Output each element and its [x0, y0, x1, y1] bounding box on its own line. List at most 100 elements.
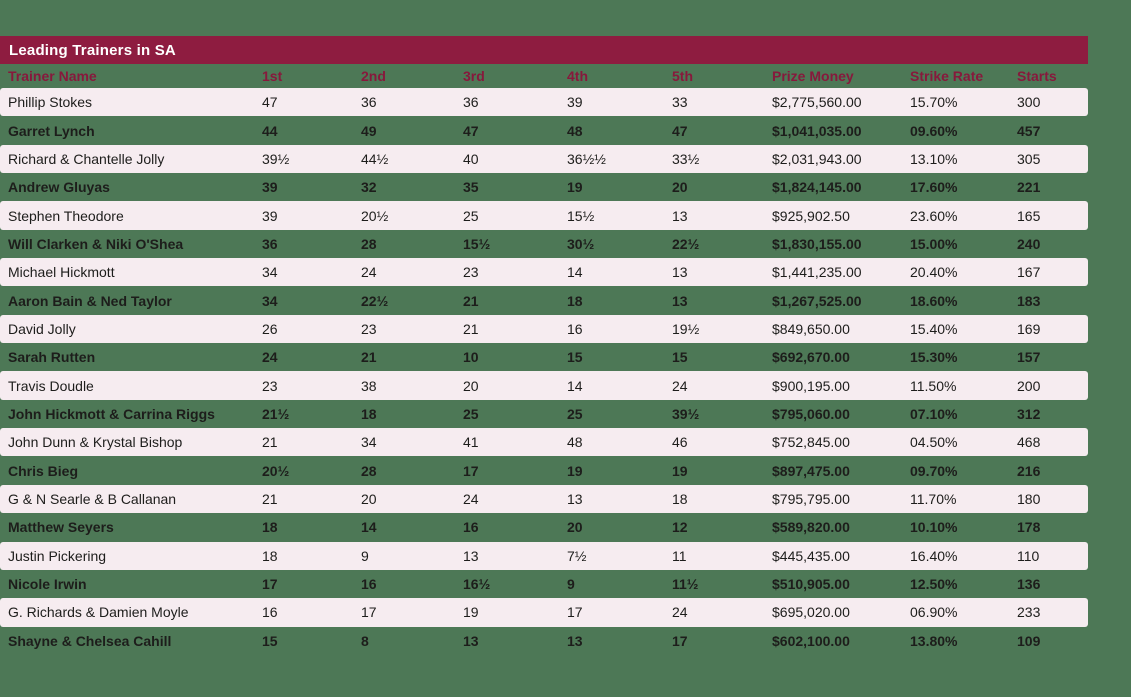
- col-2nd-header: 2nd: [361, 68, 386, 84]
- table-row: Aaron Bain & Ned Taylor 34 22½ 21 18 13 $1,267…: [0, 286, 1088, 314]
- col-2nd-cell: 38: [361, 377, 377, 394]
- starts-cell: 165: [1017, 207, 1041, 224]
- col-2nd-cell: 49: [361, 122, 377, 139]
- col-4th-cell: 13: [567, 490, 583, 507]
- col-2nd-cell: 28: [361, 235, 377, 252]
- col-3rd-cell: 40: [463, 150, 479, 167]
- trainer-name-header: Trainer Name: [8, 68, 97, 84]
- col-5th-cell: 24: [672, 377, 688, 394]
- prize-money-cell: $1,041,035.00: [772, 122, 862, 139]
- col-1st-cell: 15: [262, 632, 278, 649]
- strike-rate-cell: 10.10%: [910, 519, 958, 536]
- prize-money-cell: $1,441,235.00: [772, 264, 862, 281]
- col-5th-cell: 12: [672, 519, 688, 536]
- prize-money-cell: $925,902.50: [772, 207, 850, 224]
- starts-cell: 240: [1017, 235, 1041, 252]
- col-3rd-cell: 13: [463, 547, 479, 564]
- col-5th-cell: 39½: [672, 405, 700, 422]
- starts-cell: 468: [1017, 434, 1041, 451]
- table-row: David Jolly 26 23 21 16 19½ $849,650.00 15.40% 1…: [0, 314, 1088, 344]
- col-3rd-cell: 36: [463, 94, 479, 111]
- table-row: John Dunn & Krystal Bishop 21 34 41 48 46 $752…: [0, 428, 1088, 457]
- col-2nd-cell: 9: [361, 547, 369, 564]
- col-2nd-cell: 16: [361, 576, 377, 593]
- strike-rate-header: Strike Rate: [910, 68, 984, 84]
- starts-cell: 305: [1017, 150, 1041, 167]
- col-5th-cell: 33½: [672, 150, 700, 167]
- col-2nd-cell: 23: [361, 320, 377, 337]
- col-1st-cell: 39: [262, 179, 278, 196]
- col-3rd-cell: 24: [463, 490, 479, 507]
- col-2nd-cell: 21: [361, 349, 377, 366]
- col-4th-cell: 17: [567, 604, 583, 621]
- col-3rd-cell: 21: [463, 292, 479, 309]
- strike-rate-cell: 20.40%: [910, 264, 958, 281]
- col-4th-cell: 14: [567, 264, 583, 281]
- starts-cell: 169: [1017, 320, 1041, 337]
- col-4th-cell: 19: [567, 462, 583, 479]
- col-1st-cell: 44: [262, 122, 278, 139]
- trainer-name-cell: G. Richards & Damien Moyle: [8, 604, 189, 621]
- col-4th-cell: 14: [567, 377, 583, 394]
- col-5th-cell: 20: [672, 179, 688, 196]
- table-row: Will Clarken & Niki O'Shea 36 28 15½ 30½ 22½ $…: [0, 230, 1088, 258]
- col-4th-cell: 39: [567, 94, 583, 111]
- trainer-name-cell: John Hickmott & Carrina Riggs: [8, 405, 215, 422]
- strike-rate-cell: 07.10%: [910, 405, 958, 422]
- table-title-bar: Leading Trainers in SA: [0, 36, 1088, 64]
- table-row: Shayne & Chelsea Cahill 15 8 13 13 17 $602,100…: [0, 627, 1088, 655]
- prize-money-cell: $510,905.00: [772, 576, 850, 593]
- table-row: Richard & Chantelle Jolly 39½ 44½ 40 36½½ 33½…: [0, 144, 1088, 174]
- col-1st-cell: 39½: [262, 150, 290, 167]
- col-5th-cell: 24: [672, 604, 688, 621]
- table-row: Chris Bieg 20½ 28 17 19 19 $897,475.00 09.70% 21…: [0, 456, 1088, 484]
- col-5th-cell: 46: [672, 434, 688, 451]
- col-4th-cell: 16: [567, 320, 583, 337]
- table-row: G & N Searle & B Callanan 21 20 24 13 18 $795,…: [0, 484, 1088, 514]
- starts-cell: 180: [1017, 490, 1041, 507]
- trainer-name-cell: Michael Hickmott: [8, 264, 115, 281]
- col-2nd-cell: 20½: [361, 207, 389, 224]
- col-5th-cell: 11½: [672, 576, 699, 593]
- col-4th-cell: 30½: [567, 235, 595, 252]
- col-5th-cell: 13: [672, 264, 688, 281]
- prize-money-cell: $1,824,145.00: [772, 179, 862, 196]
- strike-rate-cell: 15.00%: [910, 235, 958, 252]
- col-3rd-cell: 25: [463, 207, 479, 224]
- prize-money-cell: $695,020.00: [772, 604, 850, 621]
- prize-money-cell: $1,830,155.00: [772, 235, 862, 252]
- trainer-name-cell: Garret Lynch: [8, 122, 95, 139]
- col-1st-cell: 39: [262, 207, 278, 224]
- starts-cell: 110: [1017, 547, 1040, 564]
- col-4th-cell: 19: [567, 179, 583, 196]
- col-3rd-cell: 23: [463, 264, 479, 281]
- trainer-name-cell: Phillip Stokes: [8, 94, 93, 111]
- trainer-name-cell: G & N Searle & B Callanan: [8, 490, 177, 507]
- table-row: Andrew Gluyas 39 32 35 19 20 $1,824,145.00 17.6…: [0, 173, 1088, 201]
- col-4th-cell: 20: [567, 519, 583, 536]
- table-row: Sarah Rutten 24 21 10 15 15 $692,670.00 15.30% 1…: [0, 343, 1088, 371]
- starts-cell: 233: [1017, 604, 1041, 621]
- col-4th-cell: 15: [567, 349, 583, 366]
- table-row: John Hickmott & Carrina Riggs 21½ 18 25 25 39…: [0, 400, 1088, 428]
- prize-money-cell: $849,650.00: [772, 320, 850, 337]
- trainer-name-cell: Will Clarken & Niki O'Shea: [8, 235, 184, 252]
- starts-cell: 300: [1017, 94, 1041, 111]
- col-2nd-cell: 36: [361, 94, 377, 111]
- table-row: Garret Lynch 44 49 47 48 47 $1,041,035.00 09.60…: [0, 116, 1088, 144]
- trainer-name-cell: John Dunn & Krystal Bishop: [8, 434, 183, 451]
- strike-rate-cell: 04.50%: [910, 434, 958, 451]
- trainer-name-cell: Stephen Theodore: [8, 207, 124, 224]
- prize-money-cell: $692,670.00: [772, 349, 850, 366]
- prize-money-cell: $602,100.00: [772, 632, 850, 649]
- starts-cell: 157: [1017, 349, 1041, 366]
- col-2nd-cell: 32: [361, 179, 377, 196]
- trainer-name-cell: Andrew Gluyas: [8, 179, 110, 196]
- strike-rate-cell: 13.10%: [910, 150, 958, 167]
- table-row: Travis Doudle 23 38 20 14 24 $900,195.00 11.50%…: [0, 371, 1088, 400]
- col-4th-cell: 25: [567, 405, 583, 422]
- col-2nd-cell: 8: [361, 632, 369, 649]
- col-4th-cell: 7½: [567, 547, 587, 564]
- col-5th-cell: 19: [672, 462, 688, 479]
